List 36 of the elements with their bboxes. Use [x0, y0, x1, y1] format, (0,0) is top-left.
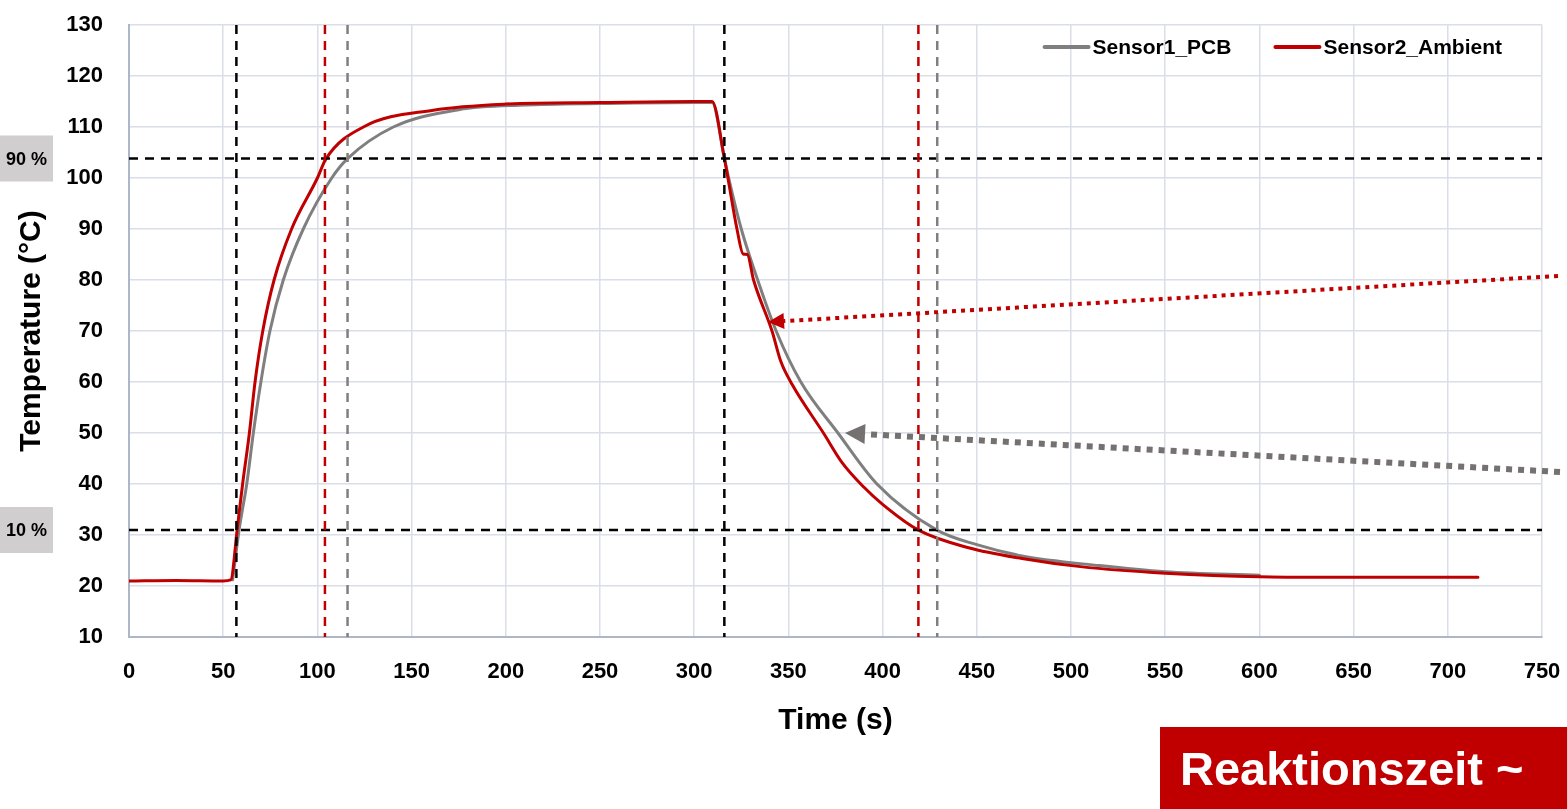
y-tick-label: 30	[78, 521, 103, 547]
x-tick-label: 650	[1335, 658, 1372, 684]
x-tick-label: 600	[1241, 658, 1278, 684]
x-tick-label: 250	[581, 658, 619, 684]
text: 90 %	[6, 148, 48, 169]
x-tick-label: 750	[1523, 658, 1561, 684]
y-tick-label: 10	[78, 623, 103, 649]
legend-label: Sensor1_PCB	[1092, 34, 1232, 58]
x-tick-label: 500	[1052, 658, 1090, 684]
y-tick-label: 90	[78, 215, 103, 241]
x-tick-label: 200	[487, 658, 525, 684]
y-tick-label: 50	[78, 419, 103, 445]
y-tick-label: 40	[78, 470, 103, 496]
x-tick-label: 400	[864, 658, 901, 684]
x-tick-label: 550	[1146, 658, 1184, 684]
x-tick-label: 450	[958, 658, 996, 684]
x-tick-label: 300	[675, 658, 713, 684]
y-tick-label: 70	[78, 317, 103, 343]
y-tick-label: 110	[67, 113, 103, 139]
x-tick-label: 0	[122, 658, 136, 684]
x-tick-label: 150	[393, 658, 430, 684]
x-tick-label: 700	[1429, 658, 1467, 684]
x-tick-label: 50	[210, 658, 236, 684]
y-tick-label: 120	[66, 62, 103, 88]
y-tick-label: 100	[66, 164, 103, 190]
y-axis-title: Temperature (°C)	[13, 210, 47, 452]
legend-label: Sensor2_Ambient	[1323, 34, 1503, 58]
y-tick-label: 20	[78, 572, 103, 598]
text: Reaktionszeit ~	[1160, 727, 1567, 809]
x-tick-label: 350	[770, 658, 807, 684]
x-axis-title: Time (s)	[778, 702, 893, 736]
y-tick-label: 80	[78, 266, 103, 292]
y-tick-label: 60	[78, 368, 103, 394]
text: 10 %	[6, 519, 48, 540]
x-tick-label: 100	[299, 658, 336, 684]
y-tick-label: 130	[66, 11, 103, 37]
